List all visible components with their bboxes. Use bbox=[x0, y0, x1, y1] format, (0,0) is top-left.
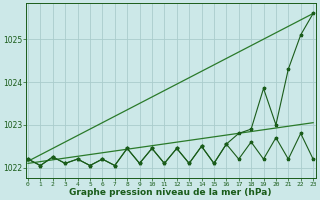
X-axis label: Graphe pression niveau de la mer (hPa): Graphe pression niveau de la mer (hPa) bbox=[69, 188, 272, 197]
